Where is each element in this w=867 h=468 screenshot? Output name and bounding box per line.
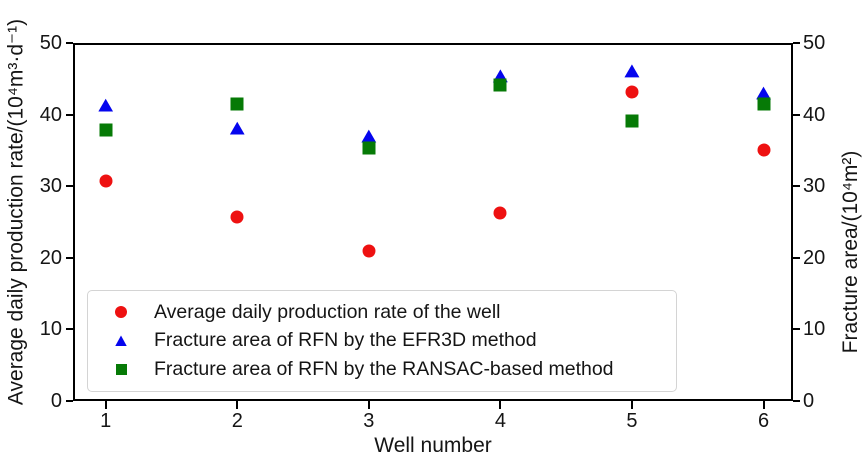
y-axis-tick-label: 20 <box>803 246 826 269</box>
legend-square-marker-icon <box>88 364 154 376</box>
x-axis-tick <box>762 401 765 409</box>
x-axis-tick-label: 5 <box>626 410 638 432</box>
y-axis-tick <box>66 113 73 116</box>
data-point-circle <box>757 143 770 157</box>
y-axis-tick <box>793 185 800 188</box>
data-point-circle <box>625 85 639 99</box>
data-point-square <box>230 97 244 111</box>
x-axis-label: Well number <box>374 434 492 457</box>
x-axis-tick <box>499 401 502 409</box>
legend-row: Average daily production rate of the wel… <box>88 300 676 323</box>
y-axis-tick-label: 20 <box>39 246 62 269</box>
y-axis-tick-label: 40 <box>39 103 62 126</box>
y-axis-tick-label: 40 <box>803 103 826 126</box>
y-axis-label-right: Fracture area/(10⁴m²) <box>839 150 862 354</box>
y-axis-tick <box>793 400 800 402</box>
x-axis-tick-label: 4 <box>494 410 506 432</box>
data-point-circle <box>362 244 376 258</box>
data-point-square <box>493 78 507 92</box>
y-axis-tick <box>66 328 73 331</box>
x-axis-tick <box>367 401 370 409</box>
data-point-circle <box>99 174 113 188</box>
x-axis-tick <box>236 401 239 409</box>
legend-label: Average daily production rate of the wel… <box>154 300 501 323</box>
x-axis-tick <box>630 401 633 409</box>
y-axis-tick <box>793 42 800 44</box>
legend-label: Fracture area of RFN by the RANSAC-based… <box>154 357 614 380</box>
x-axis-tick-label: 6 <box>757 410 770 432</box>
y-axis-tick <box>793 328 800 331</box>
legend: Average daily production rate of the wel… <box>87 290 677 392</box>
y-axis-tick-label: 30 <box>39 175 62 198</box>
y-axis-tick-label: 50 <box>803 32 826 54</box>
x-axis-tick-label: 3 <box>363 410 375 432</box>
y-axis-tick-label: 10 <box>39 318 62 341</box>
y-axis-tick <box>66 185 73 188</box>
y-axis-tick <box>793 113 800 116</box>
x-axis-tick <box>104 401 107 409</box>
y-axis-tick <box>66 400 73 402</box>
data-point-square <box>99 123 113 137</box>
y-axis-tick-label: 50 <box>39 32 62 54</box>
legend-row: Fracture area of RFN by the RANSAC-based… <box>88 357 676 380</box>
data-point-square <box>362 141 376 155</box>
y-axis-tick-label: 30 <box>803 175 826 198</box>
y-axis-label-left: Average daily production rate/(10⁴m³·d⁻¹… <box>4 18 28 406</box>
data-point-square <box>757 97 770 111</box>
y-axis-tick <box>793 256 800 259</box>
x-axis-tick-label: 2 <box>231 410 243 432</box>
data-point-square <box>625 114 639 128</box>
x-axis-tick-label: 1 <box>100 410 112 432</box>
legend-label: Fracture area of RFN by the EFR3D method <box>154 329 537 352</box>
y-axis-tick <box>66 256 73 259</box>
legend-circle-marker-icon <box>88 306 154 319</box>
legend-triangle-marker-icon <box>88 335 154 347</box>
y-axis-tick-label: 10 <box>803 318 826 341</box>
data-point-circle <box>493 206 507 220</box>
y-axis-tick-label: 0 <box>803 390 815 412</box>
y-axis-tick <box>66 42 73 44</box>
y-axis-tick-label: 0 <box>50 390 62 412</box>
data-point-circle <box>230 210 244 224</box>
legend-row: Fracture area of RFN by the EFR3D method <box>88 331 676 351</box>
